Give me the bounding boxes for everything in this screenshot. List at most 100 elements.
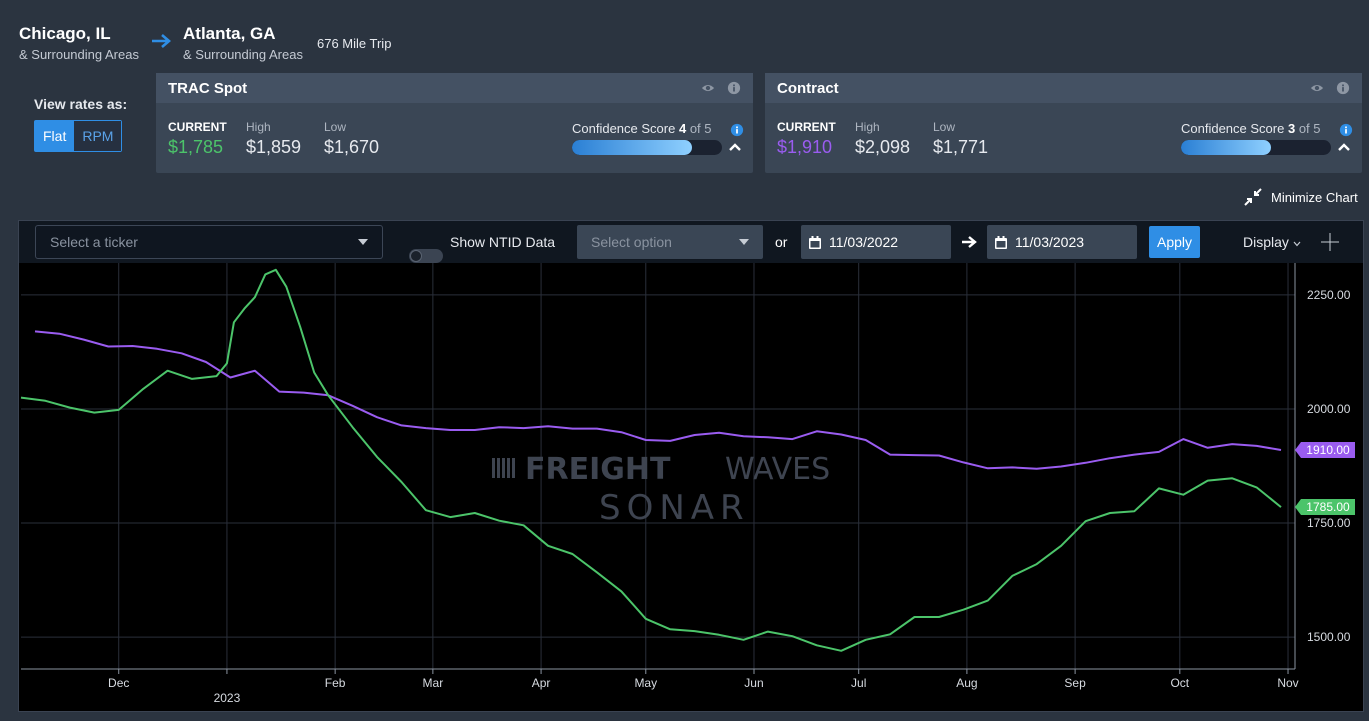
contract-header: Contract: [765, 73, 1362, 103]
chevron-up-icon[interactable]: [728, 142, 742, 152]
spot-low-value: $1,670: [324, 137, 380, 157]
contract-low-label: Low: [933, 120, 956, 134]
series-last-value-0: 1910.00: [1295, 442, 1355, 459]
ntid-label: Show NTID Data: [450, 234, 556, 250]
arrow-right-icon: [150, 29, 172, 55]
origin-city: Chicago, IL: [19, 24, 111, 43]
spot-confidence-label: Confidence Score: [572, 121, 676, 136]
info-icon[interactable]: [1336, 81, 1350, 95]
last-value-label: 1910.00: [1306, 443, 1350, 457]
or-label: or: [775, 234, 788, 250]
info-icon[interactable]: [730, 123, 744, 137]
option-select[interactable]: Select option: [577, 225, 763, 259]
end-date-value: 11/03/2023: [1015, 234, 1085, 250]
x-tick-sublabel: 2023: [214, 691, 241, 705]
contract-confidence-label: Confidence Score: [1181, 121, 1285, 136]
contract-low-value: $1,771: [933, 137, 989, 157]
x-tick-label: Sep: [1064, 676, 1086, 690]
series-line-1: [20, 268, 1282, 652]
spot-high-value: $1,859: [246, 137, 302, 157]
contract-title: Contract: [777, 79, 839, 97]
start-date-value: 11/03/2022: [829, 234, 899, 250]
contract-confidence-of: of 5: [1298, 121, 1321, 136]
series-last-value-1: 1785.00: [1295, 499, 1355, 516]
chevron-up-icon[interactable]: [1337, 142, 1351, 152]
rate-chart[interactable]: FREIGHT WAVES SONAR 1500.00 1750.00 2000.0…: [19, 263, 1363, 711]
x-tick-label: Oct: [1170, 676, 1189, 690]
contract-confidence-score: 3: [1287, 121, 1296, 136]
x-tick-label: Mar: [423, 676, 444, 690]
ticker-select[interactable]: Select a ticker: [35, 225, 383, 259]
chart-series: [20, 268, 1282, 652]
info-icon[interactable]: [727, 81, 741, 95]
display-menu[interactable]: Display: [1243, 234, 1301, 250]
x-tick-label: Jul: [851, 676, 866, 690]
view-rates-label: View rates as:: [34, 96, 128, 112]
info-icon[interactable]: [1339, 123, 1353, 137]
flat-toggle[interactable]: Flat: [35, 121, 75, 151]
crosshair-icon[interactable]: [1321, 233, 1339, 251]
spot-low-label: Low: [324, 120, 347, 134]
chart-panel: Select a ticker Show NTID Data Select op…: [18, 220, 1364, 712]
watermark-line1-light: WAVES: [725, 452, 830, 487]
chart-toolbar: Select a ticker Show NTID Data Select op…: [19, 221, 1363, 263]
spot-high-label: High: [246, 120, 271, 134]
rate-toggle: Flat RPM: [34, 120, 123, 152]
watermark: FREIGHT WAVES SONAR: [492, 452, 830, 528]
contract-card: Contract CURRENT $1,910 High $2,098 Low …: [765, 73, 1362, 173]
ntid-switch[interactable]: [409, 249, 443, 263]
x-tick-label: Jun: [744, 676, 763, 690]
caret-down-icon: [358, 239, 368, 245]
rpm-toggle[interactable]: RPM: [74, 121, 122, 151]
spot-confidence-bar: [572, 140, 722, 155]
start-date-input[interactable]: 11/03/2022: [801, 225, 951, 259]
calendar-icon: [995, 235, 1007, 249]
minimize-chart-label: Minimize Chart: [1271, 189, 1358, 205]
y-tick-label: 1750.00: [1307, 516, 1351, 530]
option-placeholder: Select option: [591, 234, 672, 250]
last-value-label: 1785.00: [1306, 500, 1350, 514]
origin-sub: & Surrounding Areas: [19, 47, 139, 62]
spot-confidence-score: 4: [678, 121, 687, 136]
minimize-icon: [1244, 188, 1262, 206]
arrow-right-icon: [962, 236, 977, 248]
chart-axes: 1500.00 1750.00 2000.00 2250.00 Dec 2023 Feb Ma…: [21, 263, 1355, 705]
calendar-icon: [809, 235, 821, 249]
trac-spot-header: TRAC Spot: [156, 73, 753, 103]
contract-confidence: Confidence Score 3 of 5: [1181, 121, 1321, 136]
destination-sub: & Surrounding Areas: [183, 47, 303, 62]
contract-current-value: $1,910: [777, 137, 833, 157]
eye-icon[interactable]: [701, 81, 715, 95]
minimize-chart-button[interactable]: Minimize Chart: [1243, 187, 1358, 207]
display-label: Display: [1243, 234, 1289, 250]
contract-confidence-fill: [1181, 140, 1271, 155]
eye-icon[interactable]: [1310, 81, 1324, 95]
y-tick-label: 2250.00: [1307, 288, 1351, 302]
end-date-input[interactable]: 11/03/2023: [987, 225, 1137, 259]
contract-high-value: $2,098: [855, 137, 911, 157]
destination-city: Atlanta, GA: [183, 24, 276, 43]
trac-spot-card: TRAC Spot CURRENT $1,785 High $1,859 Low…: [156, 73, 753, 173]
apply-button[interactable]: Apply: [1149, 226, 1201, 258]
x-tick-label: Dec: [108, 676, 129, 690]
trip-distance: 676 Mile Trip: [317, 36, 392, 51]
x-tick-label: Nov: [1277, 676, 1298, 690]
contract-high-label: High: [855, 120, 880, 134]
x-tick-label: May: [634, 676, 657, 690]
chart-grid: [21, 263, 1295, 669]
freightwaves-logo-icon: [492, 458, 515, 478]
chevron-down-icon: [1293, 241, 1301, 247]
spot-current-label: CURRENT: [168, 120, 227, 134]
spot-confidence: Confidence Score 4 of 5: [572, 121, 712, 136]
contract-current-label: CURRENT: [777, 120, 836, 134]
x-tick-label: Apr: [532, 676, 551, 690]
y-tick-label: 1500.00: [1307, 630, 1351, 644]
x-tick-label: Feb: [325, 676, 346, 690]
spot-confidence-of: of 5: [689, 121, 712, 136]
ticker-placeholder: Select a ticker: [50, 234, 138, 250]
contract-confidence-bar: [1181, 140, 1331, 155]
y-tick-label: 2000.00: [1307, 402, 1351, 416]
last-value-badge: [1295, 499, 1355, 516]
watermark-line2: SONAR: [599, 488, 750, 528]
x-tick-label: Aug: [956, 676, 977, 690]
